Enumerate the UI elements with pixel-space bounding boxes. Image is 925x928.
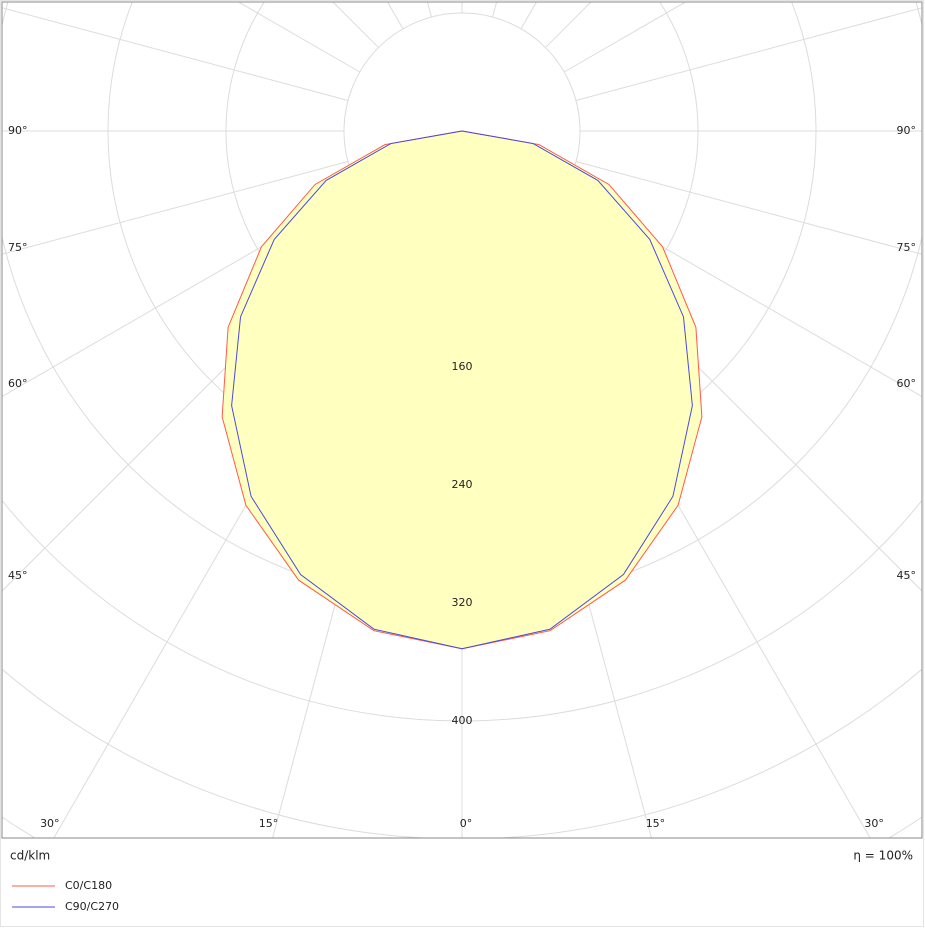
grid-spoke [2, 189, 361, 398]
legend: C0/C180 C90/C270 [12, 879, 119, 913]
angle-tick-label: 75° [8, 241, 28, 254]
angle-tick-label: 45° [8, 569, 28, 582]
legend-label: C0/C180 [65, 879, 112, 892]
angle-tick-label: 30° [864, 817, 884, 830]
angle-tick-label: 15° [259, 817, 279, 830]
intensity-curve [221, 130, 463, 650]
angle-tick-label: 15° [646, 817, 666, 830]
grid-spoke [575, 7, 922, 101]
labels: 160 240 320 400 0° 15° 15° 30° 30° 45° 45° 60° 60° 75… [8, 124, 916, 830]
angle-tick-label: 90° [8, 124, 28, 137]
grid-spoke [563, 189, 922, 398]
grid-spoke [2, 7, 349, 101]
plot-border [1, 1, 923, 839]
light-area [222, 131, 702, 649]
intensity-curve [461, 130, 693, 650]
efficiency-label: η = 100% [853, 849, 913, 863]
angle-tick-label: 30° [40, 817, 60, 830]
intensity-curve [231, 130, 463, 650]
angle-tick-label: 60° [897, 377, 917, 390]
grid-spoke [237, 2, 361, 73]
angle-tick-label: 45° [897, 569, 917, 582]
r-tick-label: 240 [452, 478, 473, 491]
angle-tick-label: 90° [897, 124, 917, 137]
intensity-curve [461, 130, 703, 650]
grid-spoke [2, 161, 349, 255]
grid-spoke [575, 161, 922, 255]
curves [221, 130, 703, 650]
r-tick-label: 160 [452, 360, 473, 373]
r-tick-label: 320 [452, 596, 473, 609]
grid-spoke [563, 2, 687, 73]
angle-tick-label: 75° [897, 241, 917, 254]
legend-label: C90/C270 [65, 900, 119, 913]
r-tick-label: 400 [452, 714, 473, 727]
angle-tick-label: 0° [460, 817, 473, 830]
angle-tick-label: 60° [8, 377, 28, 390]
unit-label: cd/klm [10, 849, 50, 863]
